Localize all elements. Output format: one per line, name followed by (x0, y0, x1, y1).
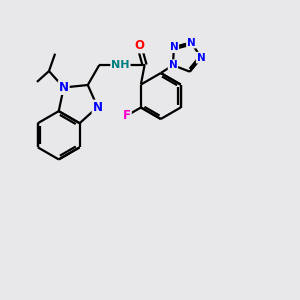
Text: N: N (93, 100, 103, 113)
Text: N: N (187, 38, 196, 48)
Text: O: O (134, 40, 144, 52)
Text: N: N (197, 53, 206, 63)
Text: N: N (59, 81, 69, 94)
Text: NH: NH (111, 60, 130, 70)
Text: N: N (169, 60, 177, 70)
Text: F: F (123, 109, 131, 122)
Text: N: N (169, 42, 178, 52)
